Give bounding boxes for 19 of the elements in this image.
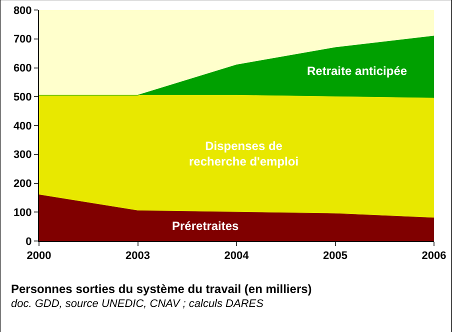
y-tick-label: 400	[13, 120, 32, 132]
y-tick-label: 500	[13, 91, 32, 104]
x-tick-label: 2004	[224, 250, 250, 262]
y-tick-label: 200	[13, 178, 32, 190]
x-tick-label: 2000	[26, 250, 52, 262]
series-label: Dispenses de recherche d'emploi	[189, 139, 299, 169]
series-label: Retraite anticipée	[307, 64, 408, 78]
y-tick-label: 800	[13, 4, 32, 17]
y-tick-label: 700	[13, 34, 32, 46]
x-tick-label: 2006	[422, 250, 446, 262]
text: Personnes sorties du système du travail (en milliers)	[11, 282, 312, 296]
series-label: Préretraites	[172, 219, 240, 233]
x-tick-label: 2005	[323, 250, 348, 262]
y-tick-label: 600	[13, 62, 32, 75]
y-tick-label: 300	[13, 149, 32, 162]
text: doc. GDD, source UNEDIC, CNAV ; calculs DARES	[11, 298, 264, 310]
x-tick-label: 2003	[126, 250, 150, 262]
y-tick-label: 100	[13, 206, 32, 219]
y-tick-label: 0	[26, 236, 32, 248]
